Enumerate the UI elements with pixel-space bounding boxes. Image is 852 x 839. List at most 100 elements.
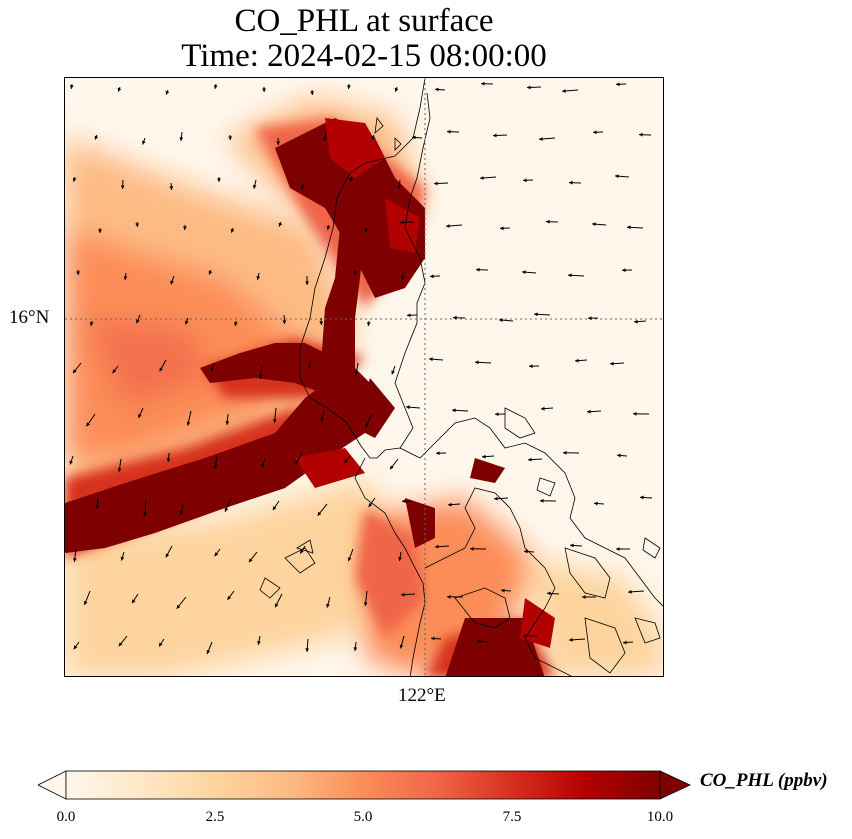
wind-vector-head <box>248 558 253 563</box>
wind-vector-head <box>86 422 91 427</box>
wind-vector-head <box>120 556 125 561</box>
wind-vector-head <box>371 135 376 140</box>
colorbar-label: CO_PHL (ppbv) <box>700 770 828 791</box>
wind-vector-head <box>399 644 404 649</box>
wind-vector-head <box>300 185 305 190</box>
wind-vector-head <box>208 270 213 275</box>
wind-vector-head <box>143 512 147 516</box>
wind-vector-head <box>275 603 279 608</box>
wind-vector-head <box>300 549 304 554</box>
wind-vector-head <box>347 557 352 562</box>
wind-vector-head <box>94 135 99 140</box>
wind-vector-head <box>186 421 191 426</box>
colorbar-extend-max <box>659 770 691 800</box>
wind-vector-head <box>72 369 77 374</box>
wind-vector-head <box>305 281 310 285</box>
wind-vector-head <box>366 322 371 326</box>
wind-vector-head <box>390 465 394 470</box>
wind-vector-head <box>431 636 435 641</box>
wind-vector-head <box>233 322 238 326</box>
wind-vector-head <box>547 591 551 596</box>
coastlines <box>259 78 663 676</box>
wind-vector-head <box>527 85 531 90</box>
wind-vector-head <box>407 313 411 318</box>
wind-vector-head <box>135 223 140 227</box>
wind-vector-head <box>594 501 598 506</box>
wind-vector-head <box>230 228 235 233</box>
wind-vector-head <box>159 367 164 372</box>
wind-vector-head <box>546 219 550 224</box>
wind-vector-head <box>326 603 330 608</box>
wind-vector-head <box>615 174 619 179</box>
wind-vector-head <box>587 409 591 414</box>
wind-vector-head <box>72 177 77 182</box>
wind-vector-head <box>344 459 349 464</box>
wind-vector-head <box>412 135 416 140</box>
wind-vector-head <box>206 650 211 655</box>
wind-vector-head <box>184 320 189 325</box>
wind-vector-head <box>112 369 117 374</box>
wind-vector-head <box>582 595 586 599</box>
wind-vector-head <box>447 594 451 599</box>
wind-vector-head <box>307 365 312 369</box>
wind-vector-head <box>117 87 122 92</box>
wind-vector-head <box>453 315 457 320</box>
map-canvas <box>65 78 663 676</box>
colorbar-tick-2: 5.0 <box>353 809 373 825</box>
wind-vector-head <box>69 85 74 89</box>
wind-vector-head <box>213 85 218 89</box>
wind-vector-head <box>616 82 620 87</box>
wind-vector-head <box>406 405 410 410</box>
wind-vector-head <box>182 226 187 230</box>
wind-vector-head <box>123 276 128 280</box>
wind-vector-head <box>562 89 566 93</box>
wind-vector-head <box>278 222 283 227</box>
wind-vector-head <box>349 177 354 182</box>
wind-vector-head <box>448 502 452 507</box>
wind-vector-head <box>257 641 261 645</box>
wind-vector-head <box>95 505 100 509</box>
wind-vector-head <box>610 361 614 366</box>
wind-vector-head <box>569 637 573 642</box>
wind-vector-head <box>633 411 637 416</box>
wind-vector-head <box>475 360 479 365</box>
wind-vector-head <box>227 595 232 600</box>
colorbar-ticks: 0.0 2.5 5.0 7.5 10.0 <box>0 809 852 829</box>
wind-vector-head <box>138 414 142 419</box>
wind-vector-head <box>346 85 351 89</box>
wind-vector-head <box>176 604 181 609</box>
wind-vector-head <box>132 599 136 604</box>
wind-vector-head <box>228 136 233 140</box>
wind-vector-head <box>276 141 281 145</box>
wind-vector-head <box>500 226 504 231</box>
wind-vector-head <box>640 495 644 500</box>
plume-accents <box>295 118 555 648</box>
wind-vector-head <box>398 557 402 561</box>
wind-vector-head <box>136 319 140 324</box>
wind-vector-head <box>523 178 527 183</box>
wind-vector-head <box>402 499 406 504</box>
wind-vector-head <box>89 322 94 326</box>
lon-tick-122e: 122°E <box>398 685 446 706</box>
wind-vector-head <box>217 178 221 182</box>
wind-vector-head <box>210 367 215 372</box>
wind-vector-head <box>169 186 174 190</box>
wind-vector-head <box>295 460 299 465</box>
map-panel[interactable] <box>64 77 664 677</box>
lat-tick-16n: 16°N <box>9 307 50 328</box>
wind-vector-head <box>435 87 439 92</box>
wind-vector-head <box>447 129 451 134</box>
wind-vector-head <box>165 553 170 558</box>
wind-vector-head <box>120 185 125 189</box>
wind-vector-head <box>323 137 328 141</box>
wind-vector-head <box>627 225 631 230</box>
wind-vector-head <box>400 276 405 280</box>
colorbar-tick-0: 0.0 <box>56 809 76 825</box>
wind-vector-head <box>436 451 440 456</box>
wind-vector-head <box>319 321 324 325</box>
wind-vector-head <box>365 423 369 428</box>
wind-vector-head <box>394 87 399 92</box>
wind-vector-head <box>179 510 184 515</box>
wind-vector-head <box>261 463 266 468</box>
colorbar-tick-4: 10.0 <box>646 809 674 825</box>
